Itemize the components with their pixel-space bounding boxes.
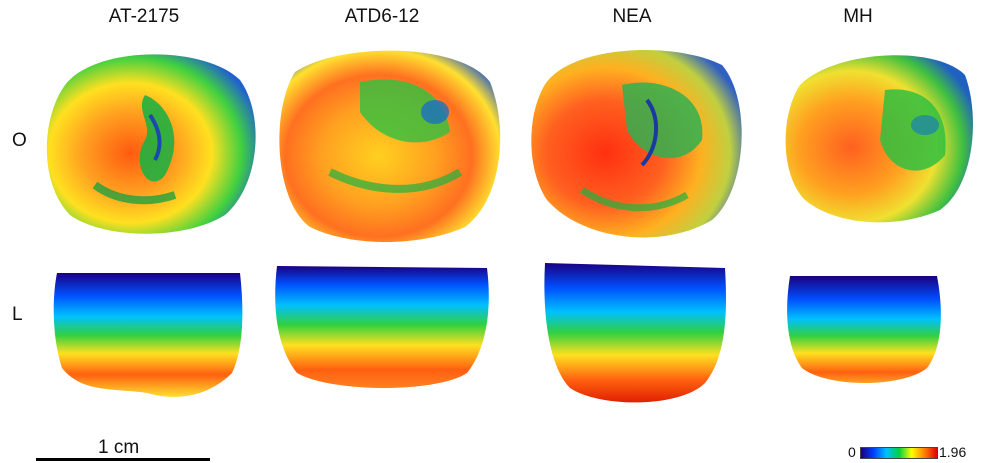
scale-bar-label: 1 cm — [98, 437, 140, 458]
column-title-nea: NEA — [612, 6, 652, 27]
colorbar-max-label: 1.96 — [939, 444, 967, 460]
scale-bar — [36, 458, 210, 461]
column-title-mh: MH — [843, 6, 873, 27]
lingual-view-atd6-12 — [275, 266, 489, 388]
occlusal-view-at-2175 — [46, 54, 256, 234]
lingual-view-at-2175 — [53, 273, 243, 397]
colorbar — [860, 447, 938, 459]
lingual-view-nea — [544, 263, 726, 403]
occlusal-view-atd6-12 — [279, 50, 501, 242]
row-label-lingual: L — [12, 304, 23, 325]
occlusal-view-nea — [531, 50, 742, 238]
occlusal-view-mh — [785, 55, 973, 223]
column-title-atd6-12: ATD6-12 — [344, 6, 420, 27]
lingual-view-mh — [787, 276, 941, 383]
row-label-occlusal: O — [12, 130, 27, 151]
colorbar-min-label: 0 — [848, 444, 856, 460]
column-title-at-2175: AT-2175 — [108, 6, 180, 27]
